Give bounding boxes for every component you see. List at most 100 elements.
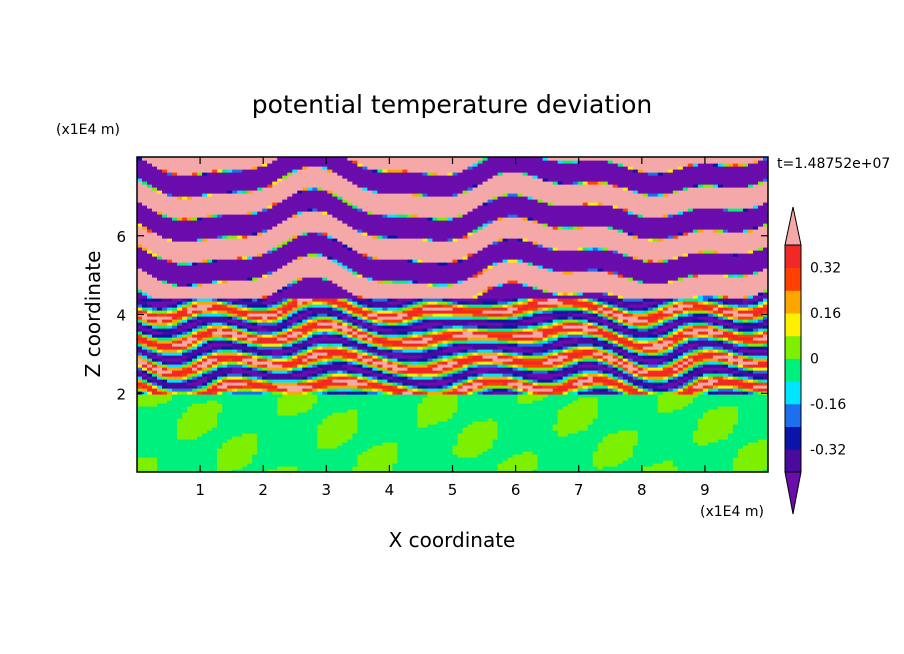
- field-cell: [762, 445, 768, 449]
- field-cell: [387, 427, 394, 431]
- field-cell: [472, 469, 479, 472]
- field-cell: [352, 439, 358, 443]
- field-cell: [612, 469, 619, 472]
- field-cell: [457, 391, 464, 395]
- field-cell: [507, 427, 514, 431]
- field-cell: [262, 388, 268, 392]
- field-cell: [267, 379, 273, 383]
- field-cell: [747, 421, 754, 425]
- field-cell: [557, 442, 564, 446]
- field-cell: [217, 424, 223, 428]
- field-cell: [547, 451, 554, 455]
- field-cell: [317, 460, 323, 464]
- field-cell: [272, 448, 278, 452]
- field-cell: [682, 391, 689, 395]
- field-cell: [312, 430, 318, 434]
- field-cell: [182, 463, 188, 467]
- field-cell: [397, 469, 404, 472]
- field-cell: [537, 433, 544, 437]
- field-cell: [362, 448, 368, 452]
- field-cell: [522, 433, 529, 437]
- field-cell: [337, 445, 343, 449]
- field-cell: [157, 379, 163, 383]
- field-cell: [342, 466, 348, 470]
- field-cell: [547, 400, 554, 404]
- field-cell: [157, 451, 163, 455]
- field-cell: [557, 391, 564, 395]
- field-cell: [642, 418, 649, 422]
- field-cell: [417, 418, 424, 422]
- field-cell: [492, 448, 499, 452]
- field-cell: [712, 442, 719, 446]
- field-cell: [272, 439, 278, 443]
- field-cell: [267, 388, 273, 392]
- field-cell: [517, 397, 524, 401]
- field-cell: [697, 436, 704, 440]
- field-cell: [452, 382, 459, 386]
- field-cell: [492, 445, 499, 449]
- field-cell: [282, 415, 288, 419]
- field-cell: [217, 445, 223, 449]
- field-cell: [597, 448, 604, 452]
- field-cell: [627, 448, 634, 452]
- field-cell: [587, 448, 594, 452]
- field-cell: [467, 382, 474, 386]
- field-cell: [267, 394, 273, 398]
- field-cell: [252, 433, 258, 437]
- field-cell: [562, 403, 569, 407]
- field-cell: [682, 469, 689, 472]
- field-cell: [502, 409, 509, 413]
- field-cell: [337, 442, 343, 446]
- field-cell: [402, 436, 409, 440]
- field-cell: [607, 463, 614, 467]
- field-cell: [527, 421, 534, 425]
- field-cell: [737, 382, 744, 386]
- field-cell: [567, 394, 574, 398]
- field-cell: [387, 469, 394, 472]
- field-cell: [307, 457, 313, 461]
- field-cell: [317, 463, 323, 467]
- field-cell: [582, 382, 589, 386]
- field-cell: [262, 439, 268, 443]
- field-cell: [627, 391, 634, 395]
- field-cell: [642, 439, 649, 443]
- field-cell: [312, 388, 318, 392]
- field-cell: [167, 406, 173, 410]
- field-cell: [532, 418, 539, 422]
- field-cell: [142, 445, 148, 449]
- field-cell: [512, 454, 519, 458]
- field-cell: [232, 409, 238, 413]
- field-cell: [237, 382, 243, 386]
- field-cell: [382, 445, 388, 449]
- field-cell: [382, 400, 388, 404]
- field-cell: [677, 421, 684, 425]
- field-cell: [587, 436, 594, 440]
- field-cell: [607, 409, 614, 413]
- field-cell: [152, 460, 158, 464]
- plot-area: [137, 157, 768, 472]
- field-cell: [312, 442, 318, 446]
- field-cell: [597, 388, 604, 392]
- field-cell: [752, 424, 759, 428]
- field-cell: [252, 397, 258, 401]
- field-cell: [352, 454, 358, 458]
- field-cell: [397, 439, 404, 443]
- field-cell: [427, 412, 434, 416]
- field-cell: [762, 406, 768, 410]
- field-cell: [427, 433, 434, 437]
- field-cell: [682, 457, 689, 461]
- field-cell: [482, 406, 489, 410]
- field-cell: [542, 418, 549, 422]
- field-cell: [422, 448, 429, 452]
- field-cell: [602, 466, 609, 470]
- field-cell: [147, 388, 153, 392]
- field-cell: [412, 463, 419, 467]
- field-cell: [662, 415, 669, 419]
- field-cell: [302, 451, 308, 455]
- field-cell: [142, 424, 148, 428]
- field-cell: [762, 469, 768, 472]
- field-cell: [462, 427, 469, 431]
- field-cell: [627, 409, 634, 413]
- field-cell: [407, 409, 414, 413]
- field-cell: [687, 430, 694, 434]
